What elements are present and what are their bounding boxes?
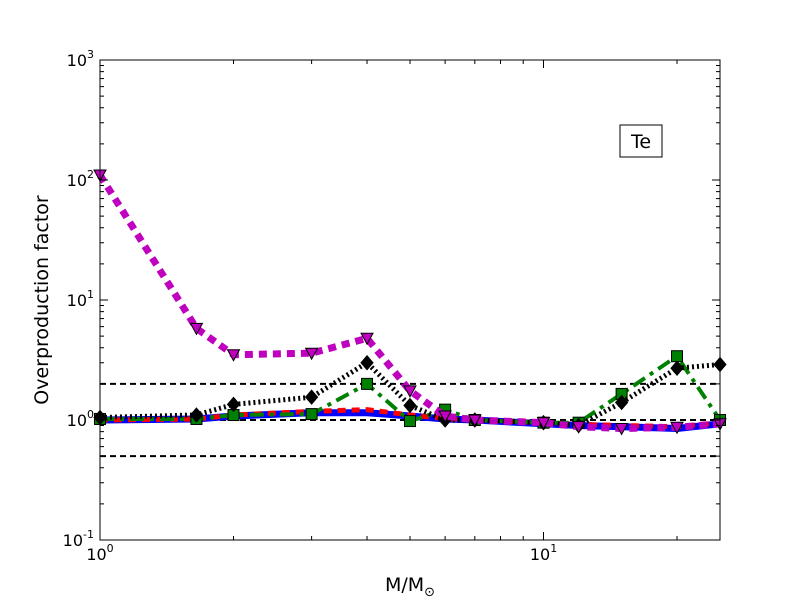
marker-square bbox=[404, 415, 416, 428]
marker-triangle bbox=[438, 410, 452, 424]
y-tick-label: 10-1 bbox=[63, 528, 94, 550]
marker-diamond bbox=[304, 389, 319, 405]
y-tick-label: 101 bbox=[67, 288, 94, 310]
x-tick-label: 101 bbox=[530, 542, 557, 564]
marker-triangle bbox=[467, 414, 482, 428]
x-axis-label-subscript: ⊙ bbox=[424, 585, 435, 600]
series-3 bbox=[93, 354, 727, 434]
marker-square bbox=[361, 377, 374, 390]
y-tick-label: 103 bbox=[67, 48, 94, 70]
y-tick-label: 100 bbox=[67, 408, 94, 430]
x-tick-label: 100 bbox=[86, 542, 113, 564]
y-axis-label: Overproduction factor bbox=[31, 195, 53, 405]
marker-triangle bbox=[304, 347, 319, 361]
marker-diamond bbox=[360, 354, 374, 371]
annotation-label: Te bbox=[630, 131, 651, 153]
marker-diamond bbox=[670, 360, 684, 377]
marker-triangle bbox=[614, 422, 629, 436]
marker-diamond bbox=[614, 394, 629, 411]
marker-triangle bbox=[670, 421, 684, 435]
x-axis-label: M/M⊙ bbox=[385, 574, 435, 600]
marker-diamond bbox=[403, 397, 417, 414]
marker-triangle bbox=[536, 417, 551, 430]
marker-square bbox=[305, 408, 318, 421]
marker-diamond bbox=[189, 407, 204, 423]
plot-background bbox=[100, 60, 720, 540]
marker-triangle bbox=[189, 322, 204, 336]
marker-diamond bbox=[226, 396, 241, 413]
series-layer bbox=[93, 169, 727, 436]
annotation-box: Te bbox=[619, 124, 663, 158]
plot-frame bbox=[99, 59, 721, 541]
y-tick-label: 102 bbox=[67, 168, 94, 190]
marker-triangle bbox=[360, 332, 374, 346]
x-axis-label-main: M/M bbox=[385, 574, 424, 596]
marker-triangle bbox=[403, 385, 417, 398]
marker-square bbox=[671, 350, 684, 363]
marker-triangle bbox=[226, 349, 241, 362]
marker-triangle bbox=[571, 421, 586, 434]
